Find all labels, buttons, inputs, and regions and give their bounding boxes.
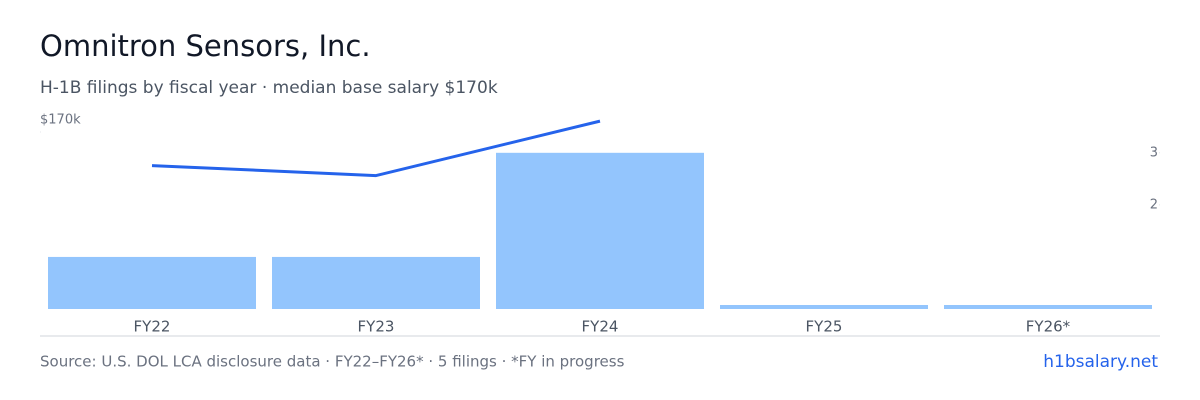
salary-line bbox=[151, 119, 601, 178]
y2-tick-label: 3 bbox=[1150, 145, 1158, 160]
bar bbox=[496, 152, 704, 309]
x-tick-label: FY22 bbox=[134, 318, 171, 336]
chart-title: Omnitron Sensors, Inc. bbox=[40, 29, 371, 63]
site-link[interactable]: h1bsalary.net bbox=[1043, 352, 1158, 372]
y2-tick-label: 2 bbox=[1150, 197, 1158, 212]
chart-subtitle: H-1B filings by fiscal year · median bas… bbox=[40, 78, 498, 98]
y-tick-label: $170k bbox=[40, 113, 81, 128]
bar bbox=[48, 256, 256, 309]
x-tick-label: FY25 bbox=[806, 318, 843, 336]
bar bbox=[720, 305, 928, 309]
x-tick-label: FY26* bbox=[1026, 318, 1071, 336]
bar bbox=[272, 256, 480, 309]
x-tick-label: FY23 bbox=[358, 318, 395, 336]
x-tick-label: FY24 bbox=[582, 318, 619, 336]
source-note: Source: U.S. DOL LCA disclosure data · F… bbox=[40, 353, 625, 371]
bar bbox=[944, 305, 1152, 309]
